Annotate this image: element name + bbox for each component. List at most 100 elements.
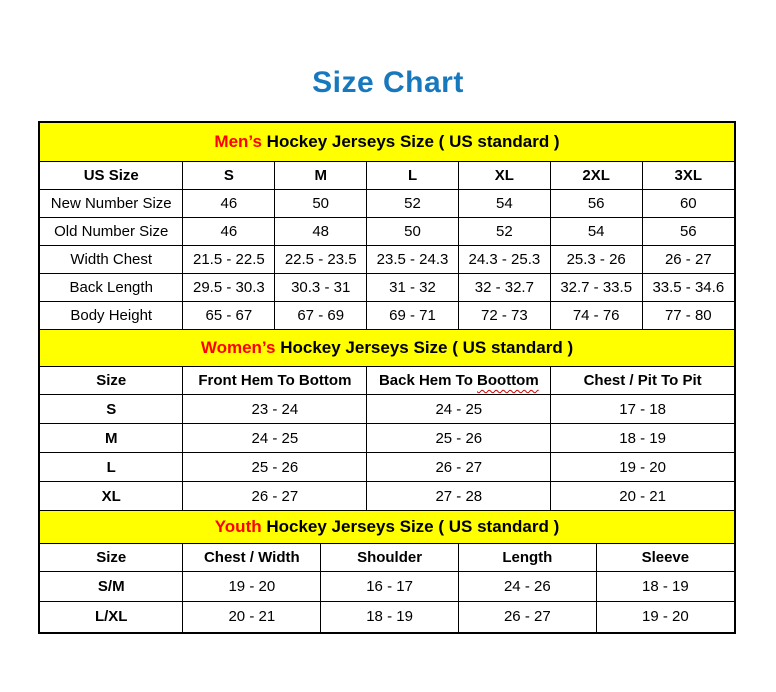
mens-cell: 52 — [457, 217, 551, 246]
page-title: Size Chart — [312, 66, 464, 99]
size-tables: Men’s Hockey Jerseys Size ( US standard … — [38, 121, 736, 634]
youth-cell: 24 - 26 — [457, 571, 597, 602]
womens-row-label: L — [40, 452, 184, 482]
womens-table-row: S 23 - 24 24 - 25 17 - 18 — [40, 394, 734, 424]
youth-column-header-1: Chest / Width — [182, 543, 322, 572]
mens-table-row: New Number Size 46 50 52 54 56 60 — [40, 189, 734, 218]
youth-column-header-2: Shoulder — [320, 543, 459, 572]
womens-row-label: XL — [40, 481, 184, 511]
mens-column-header-0: US Size — [40, 161, 184, 190]
womens-column-header-1: Front Hem To Bottom — [182, 366, 368, 395]
mens-cell: 48 — [274, 217, 368, 246]
youth-table-row: L/XL 20 - 21 18 - 19 26 - 27 19 - 20 — [40, 601, 734, 632]
mens-band-highlight: Men’s — [214, 132, 262, 151]
mens-cell: 69 - 71 — [366, 301, 459, 330]
youth-table: Size Chest / Width Shoulder Length Sleeve S/M… — [40, 543, 734, 632]
mens-band-title: Men’s Hockey Jerseys Size ( US standard … — [40, 123, 734, 161]
mens-cell: 56 — [641, 217, 734, 246]
mens-cell: 33.5 - 34.6 — [641, 273, 734, 302]
youth-cell: 16 - 17 — [320, 571, 459, 602]
mens-row-label: New Number Size — [40, 189, 184, 218]
mens-cell: 46 — [182, 189, 276, 218]
mens-row-label: Width Chest — [40, 245, 184, 274]
womens-column-header-0: Size — [40, 366, 184, 395]
mens-cell: 24.3 - 25.3 — [457, 245, 551, 274]
womens-row-label: S — [40, 394, 184, 424]
womens-cell: 27 - 28 — [366, 481, 552, 511]
womens-row-label: M — [40, 423, 184, 453]
mens-cell: 46 — [182, 217, 276, 246]
mens-column-header-2: M — [274, 161, 368, 190]
mens-cell: 30.3 - 31 — [274, 273, 368, 302]
womens-column-header-3: Chest / Pit To Pit — [550, 366, 734, 395]
mens-cell: 32.7 - 33.5 — [549, 273, 643, 302]
mens-table-row: Back Length 29.5 - 30.3 30.3 - 31 31 - 32 32… — [40, 273, 734, 302]
youth-band-title: Youth Hockey Jerseys Size ( US standard … — [40, 511, 734, 543]
mens-cell: 29.5 - 30.3 — [182, 273, 276, 302]
mens-cell: 52 — [366, 189, 459, 218]
mens-column-header-1: S — [182, 161, 276, 190]
youth-table-row: S/M 19 - 20 16 - 17 24 - 26 18 - 19 — [40, 571, 734, 602]
mens-column-header-3: L — [366, 161, 459, 190]
womens-cell: 25 - 26 — [366, 423, 552, 453]
mens-cell: 23.5 - 24.3 — [366, 245, 459, 274]
womens-header-row: Size Front Hem To Bottom Back Hem To Boott… — [40, 366, 734, 395]
womens-table-row: XL 26 - 27 27 - 28 20 - 21 — [40, 481, 734, 511]
youth-cell: 20 - 21 — [182, 601, 322, 632]
mens-cell: 65 - 67 — [182, 301, 276, 330]
youth-cell: 18 - 19 — [595, 571, 734, 602]
mens-cell: 50 — [274, 189, 368, 218]
mens-cell: 56 — [549, 189, 643, 218]
youth-band-text: Hockey Jerseys Size ( US standard ) — [261, 517, 560, 536]
womens-band-text: Hockey Jerseys Size ( US standard ) — [275, 338, 574, 357]
womens-cell: 26 - 27 — [366, 452, 552, 482]
youth-row-label: L/XL — [40, 601, 184, 632]
youth-row-label: S/M — [40, 571, 184, 602]
youth-cell: 18 - 19 — [320, 601, 459, 632]
mens-row-label: Old Number Size — [40, 217, 184, 246]
womens-column-header-2: Back Hem To Boottom — [366, 366, 552, 395]
womens-cell: 20 - 21 — [550, 481, 734, 511]
youth-cell: 26 - 27 — [457, 601, 597, 632]
mens-header-row: US Size S M L XL 2XL 3XL — [40, 161, 734, 190]
mens-table: US Size S M L XL 2XL 3XL New Number Size 46 50 52 5… — [40, 161, 734, 330]
womens-table: Size Front Hem To Bottom Back Hem To Boott… — [40, 366, 734, 511]
youth-column-header-4: Sleeve — [595, 543, 734, 572]
mens-cell: 32 - 32.7 — [457, 273, 551, 302]
mens-column-header-6: 3XL — [641, 161, 734, 190]
womens-table-row: M 24 - 25 25 - 26 18 - 19 — [40, 423, 734, 453]
mens-cell: 60 — [641, 189, 734, 218]
youth-section: Youth Hockey Jerseys Size ( US standard … — [40, 511, 734, 632]
mens-row-label: Body Height — [40, 301, 184, 330]
mens-column-header-5: 2XL — [549, 161, 643, 190]
mens-table-row: Body Height 65 - 67 67 - 69 69 - 71 72 - 73 7… — [40, 301, 734, 330]
womens-cell: 25 - 26 — [182, 452, 368, 482]
mens-cell: 26 - 27 — [641, 245, 734, 274]
womens-cell: 19 - 20 — [550, 452, 734, 482]
mens-cell: 54 — [457, 189, 551, 218]
womens-band-highlight: Women’s — [200, 338, 276, 357]
mens-cell: 54 — [549, 217, 643, 246]
mens-cell: 25.3 - 26 — [549, 245, 643, 274]
womens-cell: 18 - 19 — [550, 423, 734, 453]
mens-cell: 77 - 80 — [641, 301, 734, 330]
mens-cell: 72 - 73 — [457, 301, 551, 330]
mens-cell: 50 — [366, 217, 459, 246]
youth-band-highlight: Youth — [214, 517, 262, 536]
mens-table-row: Old Number Size 46 48 50 52 54 56 — [40, 217, 734, 246]
youth-column-header-0: Size — [40, 543, 184, 572]
mens-cell: 67 - 69 — [274, 301, 368, 330]
womens-table-row: L 25 - 26 26 - 27 19 - 20 — [40, 452, 734, 482]
womens-cell: 24 - 25 — [182, 423, 368, 453]
mens-section: Men’s Hockey Jerseys Size ( US standard … — [40, 123, 734, 330]
youth-cell: 19 - 20 — [182, 571, 322, 602]
mens-row-label: Back Length — [40, 273, 184, 302]
womens-section: Women’s Hockey Jerseys Size ( US standar… — [40, 330, 734, 511]
mens-cell: 22.5 - 23.5 — [274, 245, 368, 274]
womens-cell: 24 - 25 — [366, 394, 552, 424]
womens-band-title: Women’s Hockey Jerseys Size ( US standar… — [40, 330, 734, 366]
womens-cell: 26 - 27 — [182, 481, 368, 511]
mens-cell: 74 - 76 — [549, 301, 643, 330]
mens-column-header-4: XL — [457, 161, 551, 190]
